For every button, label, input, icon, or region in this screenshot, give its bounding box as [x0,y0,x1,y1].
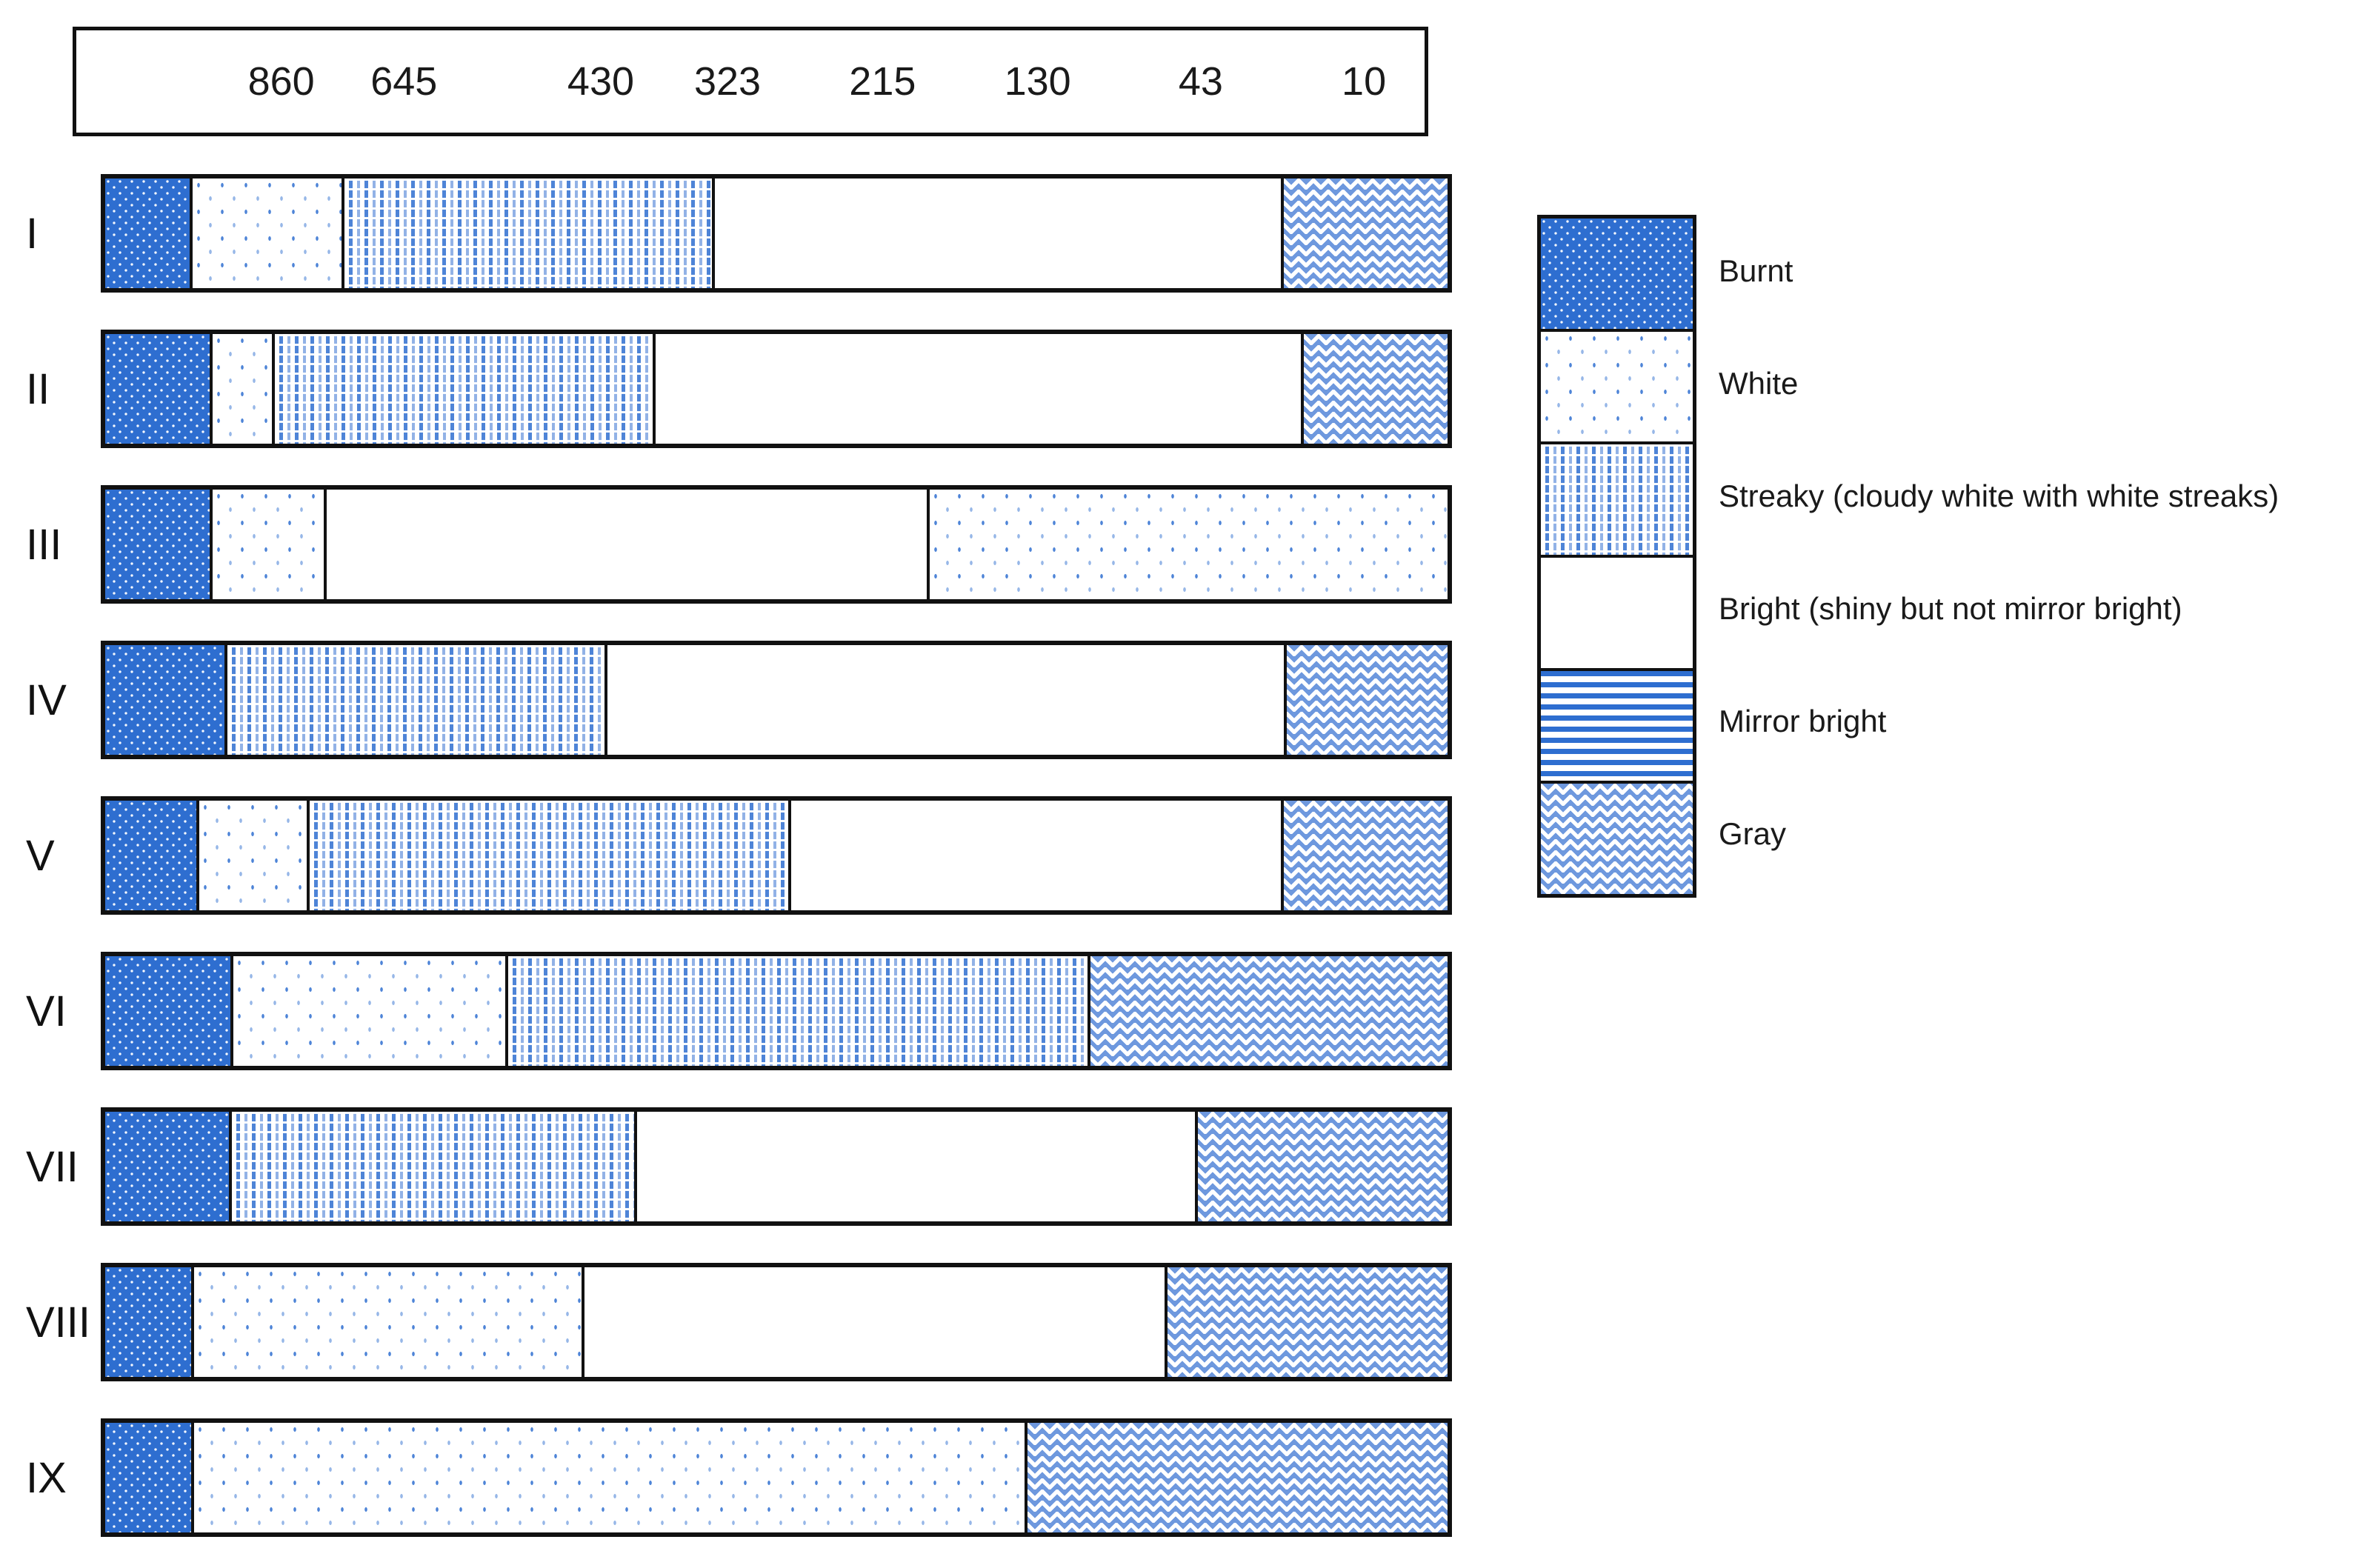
bar-V-segment-streaky [306,801,789,910]
bar-V-segment-bright [788,801,1282,910]
bar-II [101,330,1452,448]
bar-I-segment-gray [1281,179,1448,288]
scale-value-430: 430 [567,59,635,104]
bar-IX-segment-white [190,1423,1025,1532]
legend-label-gray: Gray [1719,816,1787,851]
legend-swatch-column [1537,215,1696,898]
bar-VI-segment-gray [1087,956,1448,1066]
legend-swatch-gray [1541,781,1693,895]
bar-VI-segment-streaky [504,956,1088,1066]
legend-swatch-white [1541,328,1693,442]
bar-VII-segment-streaky [228,1112,634,1221]
bar-VIII-segment-white [190,1267,582,1377]
legend-swatch-burnt [1541,218,1693,329]
bar-III-segment-burnt [105,490,210,599]
bar-V-segment-gray [1281,801,1448,910]
scale-value-645: 645 [370,59,438,104]
scale-value-10: 10 [1342,59,1387,104]
bar-label-I: I [26,209,39,258]
bar-I-segment-streaky [341,179,712,288]
bar-IX [101,1418,1452,1537]
bar-VII-segment-gray [1195,1112,1448,1221]
current-density-scale-box: 860 645 430 323 215 130 43 10 [73,27,1428,136]
bar-VIII-segment-burnt [105,1267,191,1377]
bar-III-segment-white [210,490,324,599]
bar-II-segment-gray [1301,334,1448,444]
bar-IV [101,641,1452,759]
scale-value-43: 43 [1178,59,1223,104]
bar-label-III: III [26,520,62,569]
legend-label-bright: Bright (shiny but not mirror bright) [1719,591,2182,626]
legend-swatch-bright [1541,555,1693,668]
bar-V-segment-burnt [105,801,197,910]
bar-III-segment-bright [324,490,927,599]
bar-IX-segment-gray [1025,1423,1448,1532]
bar-IV-segment-bright [604,645,1284,755]
bar-IV-segment-streaky [224,645,605,755]
bar-label-VIII: VIII [26,1298,91,1347]
bar-VII [101,1107,1452,1226]
legend-label-white: White [1719,366,1799,401]
bar-VIII-segment-gray [1164,1267,1448,1377]
bar-II-segment-streaky [271,334,653,444]
legend-label-streaky: Streaky (cloudy white with white streaks… [1719,478,2279,513]
scale-value-215: 215 [849,59,916,104]
bar-VII-segment-bright [633,1112,1196,1221]
bar-label-IV: IV [26,675,67,724]
legend-label-mirror: Mirror bright [1719,704,1887,738]
bar-II-segment-white [210,334,272,444]
bar-I [101,174,1452,293]
bar-IV-segment-burnt [105,645,225,755]
bar-III-segment-white [926,490,1448,599]
bar-VII-segment-burnt [105,1112,229,1221]
scale-value-130: 130 [1004,59,1071,104]
legend-label-burnt: Burnt [1719,253,1793,288]
bar-II-segment-bright [653,334,1302,444]
bar-III [101,485,1452,604]
bar-I-segment-white [190,179,342,288]
bar-label-V: V [26,831,55,880]
scale-value-860: 860 [247,59,315,104]
bar-V [101,796,1452,915]
bar-VI [101,952,1452,1070]
bar-label-IX: IX [26,1453,67,1502]
legend-swatch-streaky [1541,441,1693,556]
bar-label-VI: VI [26,987,67,1035]
bar-IX-segment-burnt [105,1423,191,1532]
bar-VI-segment-burnt [105,956,230,1066]
bar-I-segment-bright [712,179,1282,288]
bar-VIII [101,1263,1452,1381]
bar-I-segment-burnt [105,179,190,288]
scale-value-323: 323 [693,59,762,104]
bar-VIII-segment-bright [582,1267,1165,1377]
bar-IV-segment-gray [1283,645,1448,755]
bar-label-II: II [26,364,50,413]
legend-swatch-mirror [1541,667,1693,781]
bar-VI-segment-white [230,956,505,1066]
bar-II-segment-burnt [105,334,210,444]
bar-V-segment-white [196,801,307,910]
bar-label-VII: VII [26,1142,79,1191]
